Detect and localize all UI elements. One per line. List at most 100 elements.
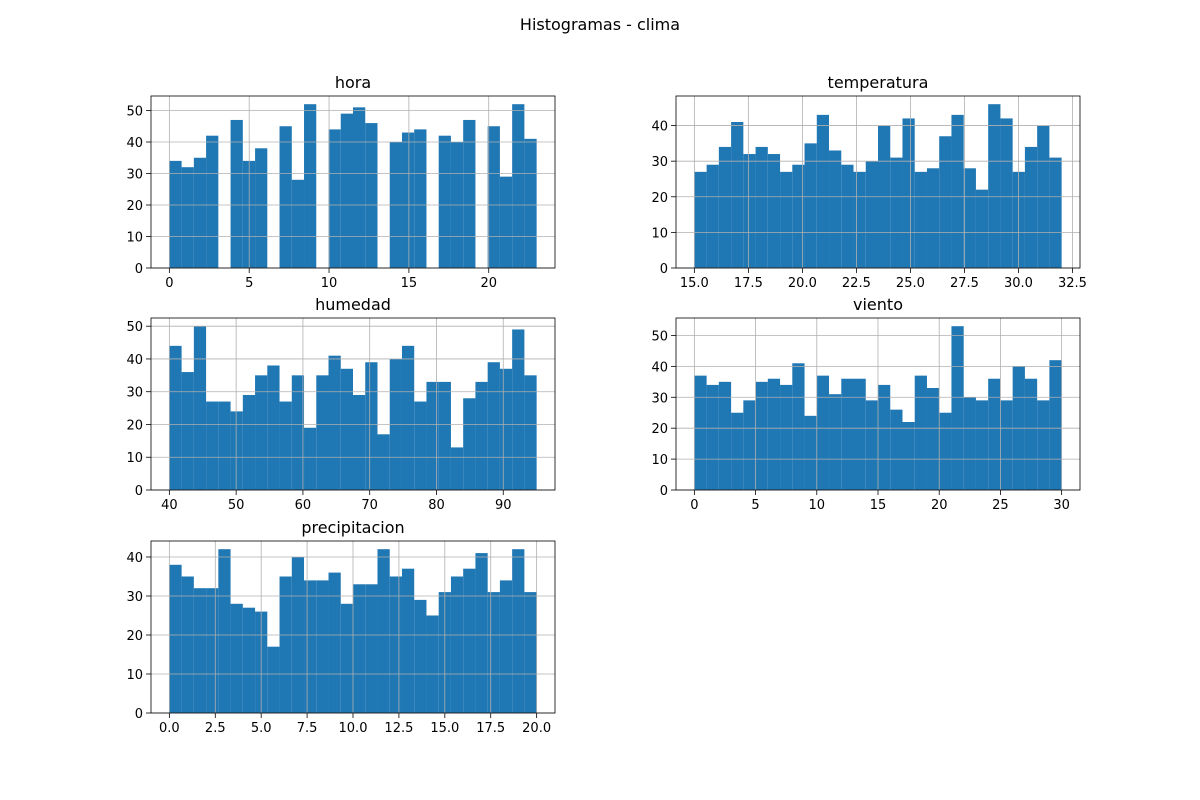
bar	[291, 375, 305, 490]
bar	[206, 401, 219, 490]
y-tick-label: 30	[126, 590, 143, 605]
y-tick-label: 10	[126, 451, 143, 466]
bar	[353, 584, 366, 713]
bar	[951, 114, 964, 268]
bar	[267, 646, 280, 713]
x-tick-label: 5.0	[251, 721, 272, 736]
bar	[512, 104, 525, 268]
x-tick-label: 17.5	[734, 276, 763, 291]
bar	[890, 157, 903, 268]
bar	[914, 375, 927, 490]
x-tick-label: 90	[495, 498, 512, 513]
x-tick-label: 2.5	[205, 721, 226, 736]
x-tick-label: 0	[690, 498, 698, 513]
bar	[1049, 157, 1062, 268]
y-tick-label: 0	[660, 262, 668, 277]
y-tick-label: 30	[126, 386, 143, 401]
bar	[1037, 400, 1050, 490]
y-tick-label: 50	[126, 104, 143, 119]
bar	[426, 615, 439, 713]
bar	[340, 603, 353, 713]
bar	[853, 378, 866, 490]
bar	[463, 568, 476, 713]
bar	[414, 599, 427, 713]
y-tick-label: 0	[135, 262, 143, 277]
bar	[499, 368, 513, 490]
y-tick-label: 40	[651, 120, 668, 135]
bar	[865, 161, 878, 268]
bar	[767, 378, 781, 490]
bar	[804, 415, 817, 490]
x-tick-label: 70	[361, 498, 378, 513]
y-tick-label: 10	[126, 230, 143, 245]
bar	[926, 168, 940, 268]
axes-frame	[150, 540, 556, 714]
bar	[218, 401, 231, 490]
bar	[902, 118, 915, 268]
bar	[499, 176, 513, 268]
bar	[255, 375, 268, 490]
x-tick-label: 7.5	[297, 721, 318, 736]
bar	[1000, 118, 1013, 268]
subplot-title: viento	[853, 295, 903, 314]
y-tick-label: 10	[126, 668, 143, 683]
bar	[218, 549, 231, 713]
bar	[902, 422, 915, 490]
bar	[767, 154, 781, 268]
bar	[181, 167, 194, 268]
x-tick-label: 17.5	[476, 721, 505, 736]
bar	[340, 368, 353, 490]
x-tick-label: 30	[1053, 498, 1070, 513]
bar	[706, 164, 719, 268]
subplot-title: temperatura	[828, 73, 929, 92]
x-tick-label: 22.5	[842, 276, 871, 291]
x-tick-label: 15.0	[430, 721, 459, 736]
y-tick-label: 20	[126, 629, 143, 644]
bar	[316, 580, 329, 713]
bar	[193, 157, 207, 268]
x-tick-label: 50	[228, 498, 245, 513]
bar	[414, 401, 427, 490]
x-tick-label: 0.0	[159, 721, 180, 736]
bar	[401, 345, 415, 490]
y-tick-label: 40	[126, 353, 143, 368]
bar	[780, 171, 793, 268]
bar	[304, 104, 317, 268]
bar	[353, 107, 366, 268]
bar	[181, 576, 194, 713]
bar	[926, 388, 940, 490]
bar	[193, 326, 207, 490]
bar	[475, 381, 488, 490]
y-tick-label: 40	[651, 360, 668, 375]
bar	[816, 375, 830, 490]
bar	[1049, 360, 1062, 490]
bar	[206, 588, 219, 713]
bar	[450, 576, 464, 713]
y-tick-label: 30	[126, 167, 143, 182]
bar	[524, 375, 537, 490]
bar	[365, 362, 378, 490]
bar	[353, 394, 366, 490]
bar	[731, 412, 744, 490]
bar	[792, 363, 805, 490]
bar	[450, 447, 464, 490]
bar	[1000, 400, 1013, 490]
y-tick-label: 10	[651, 453, 668, 468]
y-tick-label: 20	[651, 191, 668, 206]
bar	[365, 584, 378, 713]
bar	[279, 401, 292, 490]
bar	[829, 394, 842, 490]
axes-frame	[150, 317, 556, 491]
bar	[963, 397, 976, 490]
bar	[865, 400, 878, 490]
y-tick-label: 30	[651, 155, 668, 170]
x-tick-label: 20.0	[788, 276, 817, 291]
bar	[475, 553, 488, 713]
bar	[743, 154, 756, 268]
bar	[816, 114, 830, 268]
bar	[878, 384, 891, 490]
bar	[377, 434, 390, 490]
bar	[230, 603, 243, 713]
bar	[487, 362, 500, 490]
y-tick-label: 0	[135, 707, 143, 722]
